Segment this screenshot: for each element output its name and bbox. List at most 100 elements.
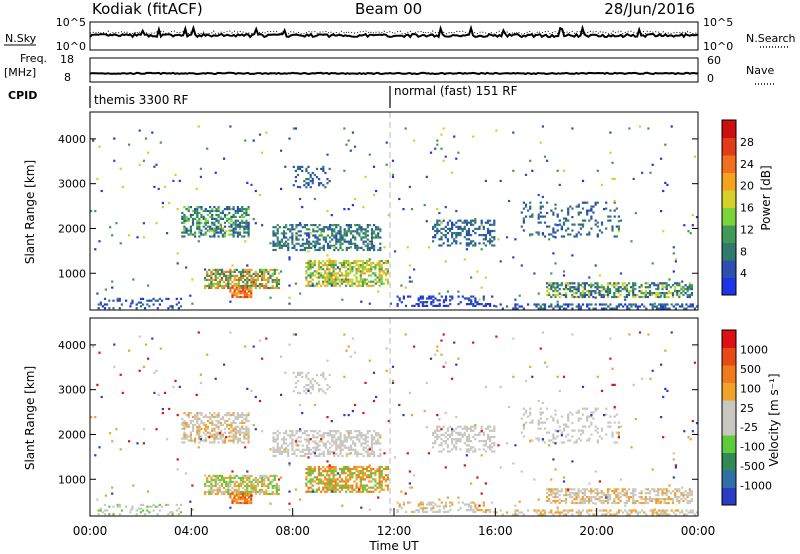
velocity-echo-cell — [484, 444, 487, 447]
power-echo-cell — [571, 303, 574, 306]
velocity-echo-cell — [181, 421, 184, 424]
power-echo-cell — [305, 278, 308, 281]
velocity-echo-cell — [129, 511, 132, 514]
power-echo-cell — [287, 238, 290, 241]
velocity-echo-cell — [112, 505, 115, 508]
power-echo-cell — [243, 290, 246, 293]
velocity-echo-cell — [261, 357, 264, 360]
power-echo-cell — [689, 303, 692, 306]
velocity-echo-cell — [651, 488, 654, 491]
power-echo-cell — [246, 282, 249, 286]
velocity-echo-cell — [278, 446, 281, 449]
velocity-echo-cell — [185, 421, 188, 424]
power-echo-cell — [617, 227, 620, 230]
power-echo-cell — [238, 231, 242, 234]
power-echo-cell — [413, 139, 416, 142]
power-echo-cell — [451, 223, 454, 226]
velocity-echo-cell — [185, 437, 188, 440]
power-echo-cell — [282, 230, 286, 233]
velocity-echo-cell — [313, 403, 316, 407]
power-echo-cell — [299, 186, 302, 189]
velocity-echo-cell — [330, 467, 333, 471]
power-echo-cell — [258, 286, 262, 290]
velocity-echo-cell — [196, 415, 199, 419]
velocity-echo-cell — [505, 442, 509, 445]
power-echo-cell — [375, 228, 378, 231]
velocity-echo-cell — [611, 490, 614, 493]
velocity-echo-cell — [423, 507, 427, 510]
power-echo-cell — [356, 246, 359, 249]
velocity-echo-cell — [554, 496, 557, 499]
power-echo-cell — [212, 272, 215, 275]
velocity-echo-cell — [230, 423, 233, 426]
power-colorbar-cell-2 — [722, 242, 736, 261]
power-echo-cell — [685, 303, 688, 306]
power-echo-cell — [295, 226, 298, 229]
velocity-echo-cell — [308, 438, 311, 441]
velocity-echo-cell — [569, 492, 572, 495]
velocity-echo-cell — [245, 437, 248, 440]
power-echo-cell — [472, 223, 475, 226]
power-echo-cell — [554, 231, 557, 234]
velocity-echo-cell — [244, 474, 247, 477]
power-echo-cell — [248, 290, 251, 293]
velocity-echo-cell — [269, 502, 272, 505]
power-echo-cell — [317, 261, 321, 265]
velocity-echo-cell — [615, 496, 618, 499]
power-echo-cell — [438, 244, 441, 247]
power-echo-cell — [573, 286, 576, 289]
power-echo-cell — [366, 238, 369, 241]
velocity-echo-cell — [368, 486, 371, 489]
power-echo-cell — [680, 292, 683, 295]
velocity-echo-cell — [261, 482, 264, 486]
velocity-echo-cell — [335, 430, 338, 433]
velocity-echo-cell — [434, 429, 437, 432]
noise-panel: N.Sky 10^5 10^0 10^5 10^0 N.Search — [4, 16, 796, 53]
velocity-echo-cell — [305, 490, 308, 493]
velocity-echo-cell — [455, 440, 458, 443]
velocity-echo-cell — [377, 454, 380, 458]
power-echo-cell — [258, 268, 262, 271]
velocity-echo-cell — [243, 492, 246, 495]
power-echo-cell — [263, 268, 266, 271]
velocity-echo-cell — [686, 492, 689, 495]
power-echo-cell — [217, 209, 220, 213]
velocity-echo-cell — [603, 513, 606, 516]
velocity-echo-cell — [366, 440, 369, 443]
power-echo-cell — [579, 284, 582, 287]
velocity-echo-cell — [617, 498, 620, 501]
power-echo-cell — [347, 280, 350, 283]
power-echo-cell — [688, 295, 691, 299]
velocity-echo-cell — [548, 488, 551, 491]
power-echo-cell — [606, 288, 610, 291]
power-echo-cell — [176, 208, 179, 211]
velocity-echo-cell — [480, 427, 483, 430]
power-echo-cell — [467, 238, 471, 241]
power-echo-cell — [345, 246, 348, 249]
velocity-echo-cell — [594, 492, 597, 495]
velocity-echo-cell — [685, 509, 688, 512]
power-echo-cell — [276, 228, 279, 231]
power-echo-cell — [338, 280, 341, 283]
velocity-echo-cell — [276, 444, 279, 447]
power-echo-cell — [380, 264, 383, 267]
power-echo-cell — [596, 201, 599, 204]
power-echo-cell — [345, 230, 348, 233]
velocity-echo-cell — [684, 494, 687, 497]
power-echo-cell — [410, 208, 414, 211]
power-echo-cell — [666, 307, 669, 310]
power-echo-cell — [90, 210, 93, 213]
velocity-echo-cell — [592, 417, 595, 420]
power-echo-cell — [324, 186, 327, 189]
power-echo-cell — [531, 215, 534, 218]
velocity-echo-cell — [571, 513, 574, 516]
power-echo-cell — [567, 305, 570, 308]
power-echo-cell — [206, 272, 209, 275]
velocity-echo-cell — [380, 474, 383, 477]
velocity-echo-cell — [239, 490, 243, 494]
power-echo-cell — [232, 221, 235, 224]
velocity-echo-cell — [623, 501, 626, 505]
power-echo-cell — [289, 224, 292, 227]
power-echo-cell — [472, 295, 475, 298]
velocity-echo-cell — [571, 509, 574, 512]
